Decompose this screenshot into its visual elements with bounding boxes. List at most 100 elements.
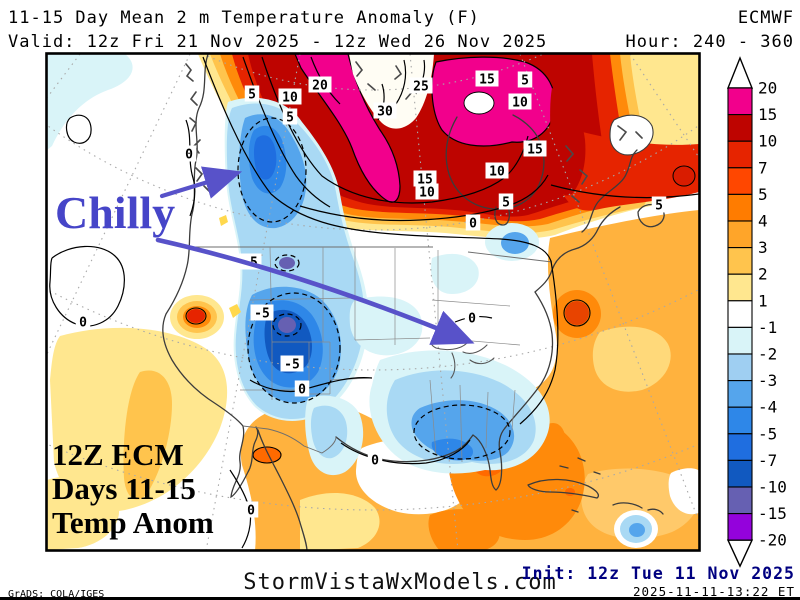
colorbar-segment — [727, 193, 753, 222]
colorbar-segment — [727, 513, 753, 541]
grads-credit: GrADS: COLA/IGES — [8, 589, 105, 600]
colorbar-tick-label: 5 — [758, 185, 768, 204]
valid-range: Valid: 12z Fri 21 Nov 2025 - 12z Wed 26 … — [8, 32, 548, 52]
colorbar-tick-label: -20 — [758, 531, 787, 550]
colorbar-top-triangle — [726, 56, 754, 89]
colorbar-tick-label: -2 — [758, 345, 777, 364]
contour-label-box — [243, 501, 259, 518]
colorbar-tick-label: 1 — [758, 291, 768, 310]
colorbar-tick-label: -3 — [758, 371, 777, 390]
contour-label-box — [282, 108, 298, 125]
chilly-annotation: Chilly — [55, 187, 176, 238]
model-name: ECMWF — [737, 8, 794, 28]
colorbar-tick-label: -10 — [758, 478, 787, 497]
colorbar-segment — [727, 353, 753, 382]
colorbar-segment — [727, 167, 753, 195]
contour-label-box — [373, 102, 397, 119]
contour-label-box — [651, 196, 667, 213]
contour-label-box — [181, 145, 197, 162]
contour-label-box — [278, 88, 302, 105]
nevada-warm-spot — [170, 295, 224, 339]
chilly-arrows — [155, 166, 475, 345]
contour-label: 25 — [413, 80, 429, 95]
init-time: Init: 12z Tue 11 Nov 2025 — [521, 564, 795, 583]
colorbar-tick-label: -4 — [758, 398, 777, 417]
colorbar-segment — [727, 247, 753, 275]
contour-label-box — [294, 380, 310, 397]
contour-label: 0 — [79, 316, 87, 331]
contour-label-box — [250, 304, 274, 321]
colorbar-segment — [727, 220, 753, 249]
coastlines — [162, 54, 665, 550]
sw-ocean-warm-patch — [47, 327, 228, 550]
contour-label: 0 — [185, 148, 193, 163]
southeast-cool-region — [369, 350, 550, 474]
colorbar-tick-label: 3 — [758, 238, 768, 257]
contour-label: 10 — [512, 96, 528, 111]
contour-label: 0 — [469, 217, 477, 232]
colorbar-tick-label: -1 — [758, 318, 777, 337]
colorbar-tick-label: 2 — [758, 265, 768, 284]
colorbar-segment — [727, 486, 753, 515]
contour-label: 0 — [247, 504, 255, 519]
colorbar-tick-label: 15 — [758, 105, 777, 124]
contour-label: 20 — [312, 79, 328, 94]
colorbar-segment — [727, 114, 753, 142]
contour-label-box — [308, 76, 332, 93]
product-overlay-label: 12Z ECM Days 11-15 Temp Anom — [52, 437, 214, 540]
colorbar-tick-label: 20 — [758, 79, 777, 98]
contour-label-box — [523, 140, 547, 157]
contour-label: 0 — [371, 454, 379, 469]
colorbar-segment — [727, 380, 753, 408]
contour-label-box — [367, 451, 383, 468]
colorbar-tick-label: -5 — [758, 424, 777, 443]
site-watermark: StormVistaWxModels.com — [243, 570, 557, 595]
contour-label: -5 — [284, 358, 300, 373]
contour-label-box — [415, 183, 439, 200]
colorbar-tick-label: 7 — [758, 158, 768, 177]
contour-label-box — [280, 355, 304, 372]
contour-label: 10 — [419, 186, 435, 201]
colorbar-tick-label: 4 — [758, 212, 768, 231]
colorbar-segment — [727, 300, 753, 328]
contour-label-box — [465, 214, 481, 231]
contour-label: -5 — [254, 307, 270, 322]
chilly-arrow-plains — [155, 237, 475, 345]
bottom-divider-bar — [0, 597, 800, 600]
contour-label-box — [413, 170, 437, 187]
map-frame — [45, 52, 701, 552]
colorbar-segment — [727, 87, 753, 116]
colorbar-tick-label: -7 — [758, 451, 777, 470]
colorbar-segment — [727, 406, 753, 435]
contour-label: 5 — [248, 88, 256, 103]
contour-label-box — [409, 77, 433, 94]
contour-label: 10 — [489, 165, 505, 180]
contour-label: 5 — [286, 111, 294, 126]
contour-label: 5 — [502, 196, 510, 211]
contour-label-box — [475, 70, 499, 87]
colorbar-tick-label: 10 — [758, 132, 777, 151]
colorbar-segment — [727, 433, 753, 461]
western-cool-region — [219, 97, 539, 476]
colorbar-segment — [727, 459, 753, 488]
contour-label: 30 — [377, 105, 393, 120]
colorbar-legend: 20 15 10 7 5 4 3 2 1 -1 -2 -3 -4 -5 -7 -10 -15 -20 — [726, 56, 787, 568]
contour-label: 0 — [298, 383, 306, 398]
contour-label-box — [75, 313, 91, 330]
contour-label-box — [508, 93, 532, 110]
contour-label: 5 — [521, 74, 529, 89]
contour-label: 5 — [655, 199, 663, 214]
chilly-arrow-northwest — [159, 166, 243, 199]
map-title: 11-15 Day Mean 2 m Temperature Anomaly (… — [8, 8, 480, 28]
forecast-hour-range: Hour: 240 - 360 — [625, 32, 794, 52]
generation-timestamp: 2025-11-11-13:22 ET — [633, 584, 795, 599]
contour-label-box — [485, 162, 509, 179]
contour-label-box — [498, 193, 514, 210]
contour-label: 15 — [479, 73, 495, 88]
political-borders — [193, 246, 553, 463]
colorbar-segment — [727, 140, 753, 169]
contour-label: 15 — [527, 143, 543, 158]
contour-label-box — [517, 71, 533, 88]
